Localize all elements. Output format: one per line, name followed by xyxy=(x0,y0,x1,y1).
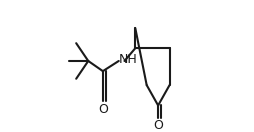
Text: NH: NH xyxy=(119,53,137,66)
Text: O: O xyxy=(153,119,163,132)
Text: O: O xyxy=(98,103,108,116)
